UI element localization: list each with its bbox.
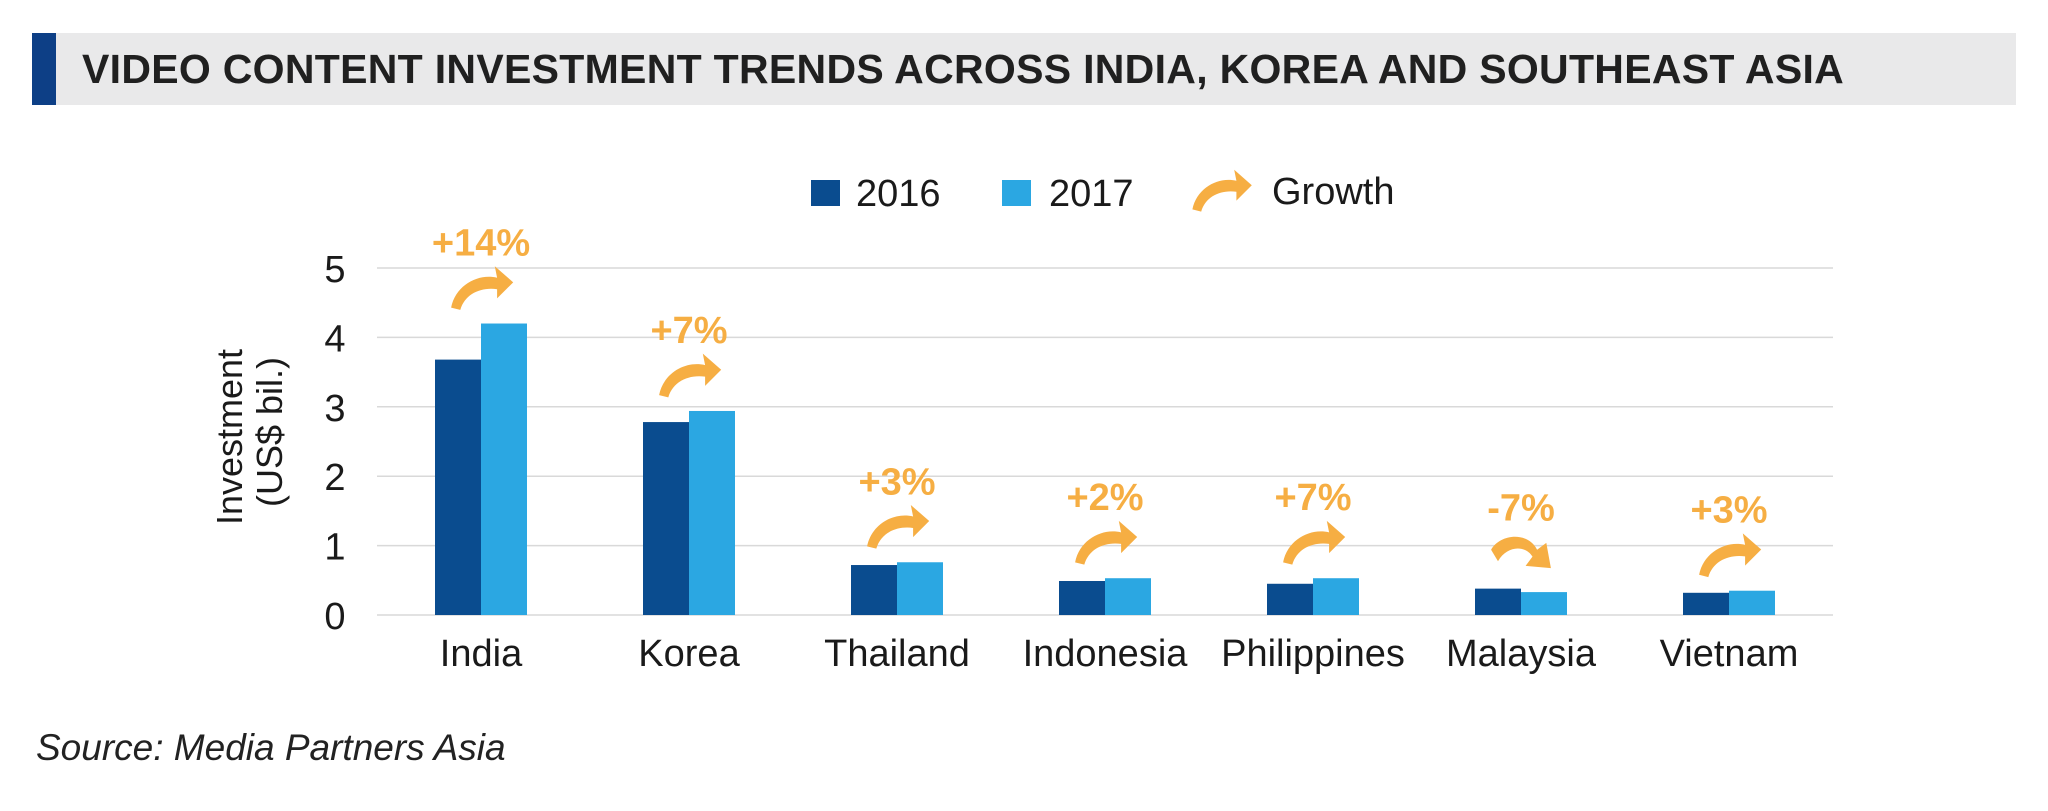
bar-2016-indonesia xyxy=(1059,580,1105,615)
bar-2017-india xyxy=(481,323,527,615)
growth-arrow-down-icon xyxy=(1491,536,1551,569)
bar-2016-malaysia xyxy=(1475,588,1521,615)
growth-arrow-up-icon xyxy=(1283,520,1346,565)
growth-arrow-up-icon xyxy=(451,266,514,310)
y-axis-ticks: 0 1 2 3 4 5 xyxy=(324,249,345,638)
title-band: VIDEO CONTENT INVESTMENT TRENDS ACROSS I… xyxy=(32,33,2016,105)
bar-2016-philippines xyxy=(1267,583,1313,615)
legend: 2016 2017 Growth xyxy=(811,169,1394,215)
bar-2016-korea xyxy=(643,422,689,615)
legend-swatch-2017 xyxy=(1002,180,1031,206)
x-tick-label: Thailand xyxy=(824,633,970,675)
growth-arrow-up-icon xyxy=(1699,533,1762,578)
growth-label: +14% xyxy=(432,223,530,265)
x-axis-ticks: India Korea Thailand Indonesia Philippines Ma… xyxy=(440,633,1799,675)
bar-2017-korea xyxy=(689,410,735,615)
growth-label: +7% xyxy=(650,310,727,352)
bar-2017-malaysia xyxy=(1521,592,1567,615)
growth-annotations: +14% +7% +3% +2% +7% -7% +3% xyxy=(432,223,1768,578)
bar-2017-vietnam xyxy=(1729,590,1775,615)
y-tick-label: 2 xyxy=(324,457,345,499)
growth-arrow-up-icon xyxy=(659,353,722,398)
growth-label: +3% xyxy=(1690,490,1767,532)
y-tick-label: 3 xyxy=(324,388,345,430)
bar-2016-thailand xyxy=(851,565,897,615)
growth-arrow-up-icon xyxy=(1192,169,1252,212)
page-title: VIDEO CONTENT INVESTMENT TRENDS ACROSS I… xyxy=(82,46,1845,92)
bar-2016-india xyxy=(435,359,481,615)
growth-arrow-up-icon xyxy=(867,504,930,549)
bar-2016-vietnam xyxy=(1683,592,1729,615)
bar-2017-indonesia xyxy=(1105,578,1151,615)
source-note: Source: Media Partners Asia xyxy=(36,727,506,768)
y-axis-label-line2: (US$ bil.) xyxy=(249,357,290,507)
growth-arrow-icon xyxy=(1192,169,1252,212)
legend-swatch-2016 xyxy=(811,180,840,206)
x-tick-label: Philippines xyxy=(1221,633,1405,675)
gridlines xyxy=(377,267,1833,616)
growth-label: +7% xyxy=(1274,477,1351,519)
y-tick-label: 0 xyxy=(324,596,345,638)
x-tick-label: Malaysia xyxy=(1446,633,1597,675)
x-tick-label: Korea xyxy=(638,633,740,675)
title-accent-bar xyxy=(32,33,56,105)
bars xyxy=(435,323,1775,615)
x-tick-label: Vietnam xyxy=(1660,633,1799,675)
growth-label: +3% xyxy=(858,461,935,503)
y-axis-label-line1: Investment xyxy=(209,349,250,525)
growth-label: +2% xyxy=(1066,477,1143,519)
y-tick-label: 1 xyxy=(324,527,345,569)
growth-arrow-up-icon xyxy=(1075,520,1138,565)
legend-label-2017: 2017 xyxy=(1049,173,1134,215)
x-tick-label: India xyxy=(440,633,523,675)
y-tick-label: 5 xyxy=(324,249,345,291)
x-tick-label: Indonesia xyxy=(1023,633,1189,675)
legend-label-growth: Growth xyxy=(1272,171,1394,213)
y-tick-label: 4 xyxy=(324,318,345,360)
bar-2017-philippines xyxy=(1313,578,1359,615)
legend-label-2016: 2016 xyxy=(856,173,941,215)
bar-2017-thailand xyxy=(897,562,943,615)
growth-label: -7% xyxy=(1487,488,1555,530)
y-axis-label: Investment (US$ bil.) xyxy=(209,339,290,525)
